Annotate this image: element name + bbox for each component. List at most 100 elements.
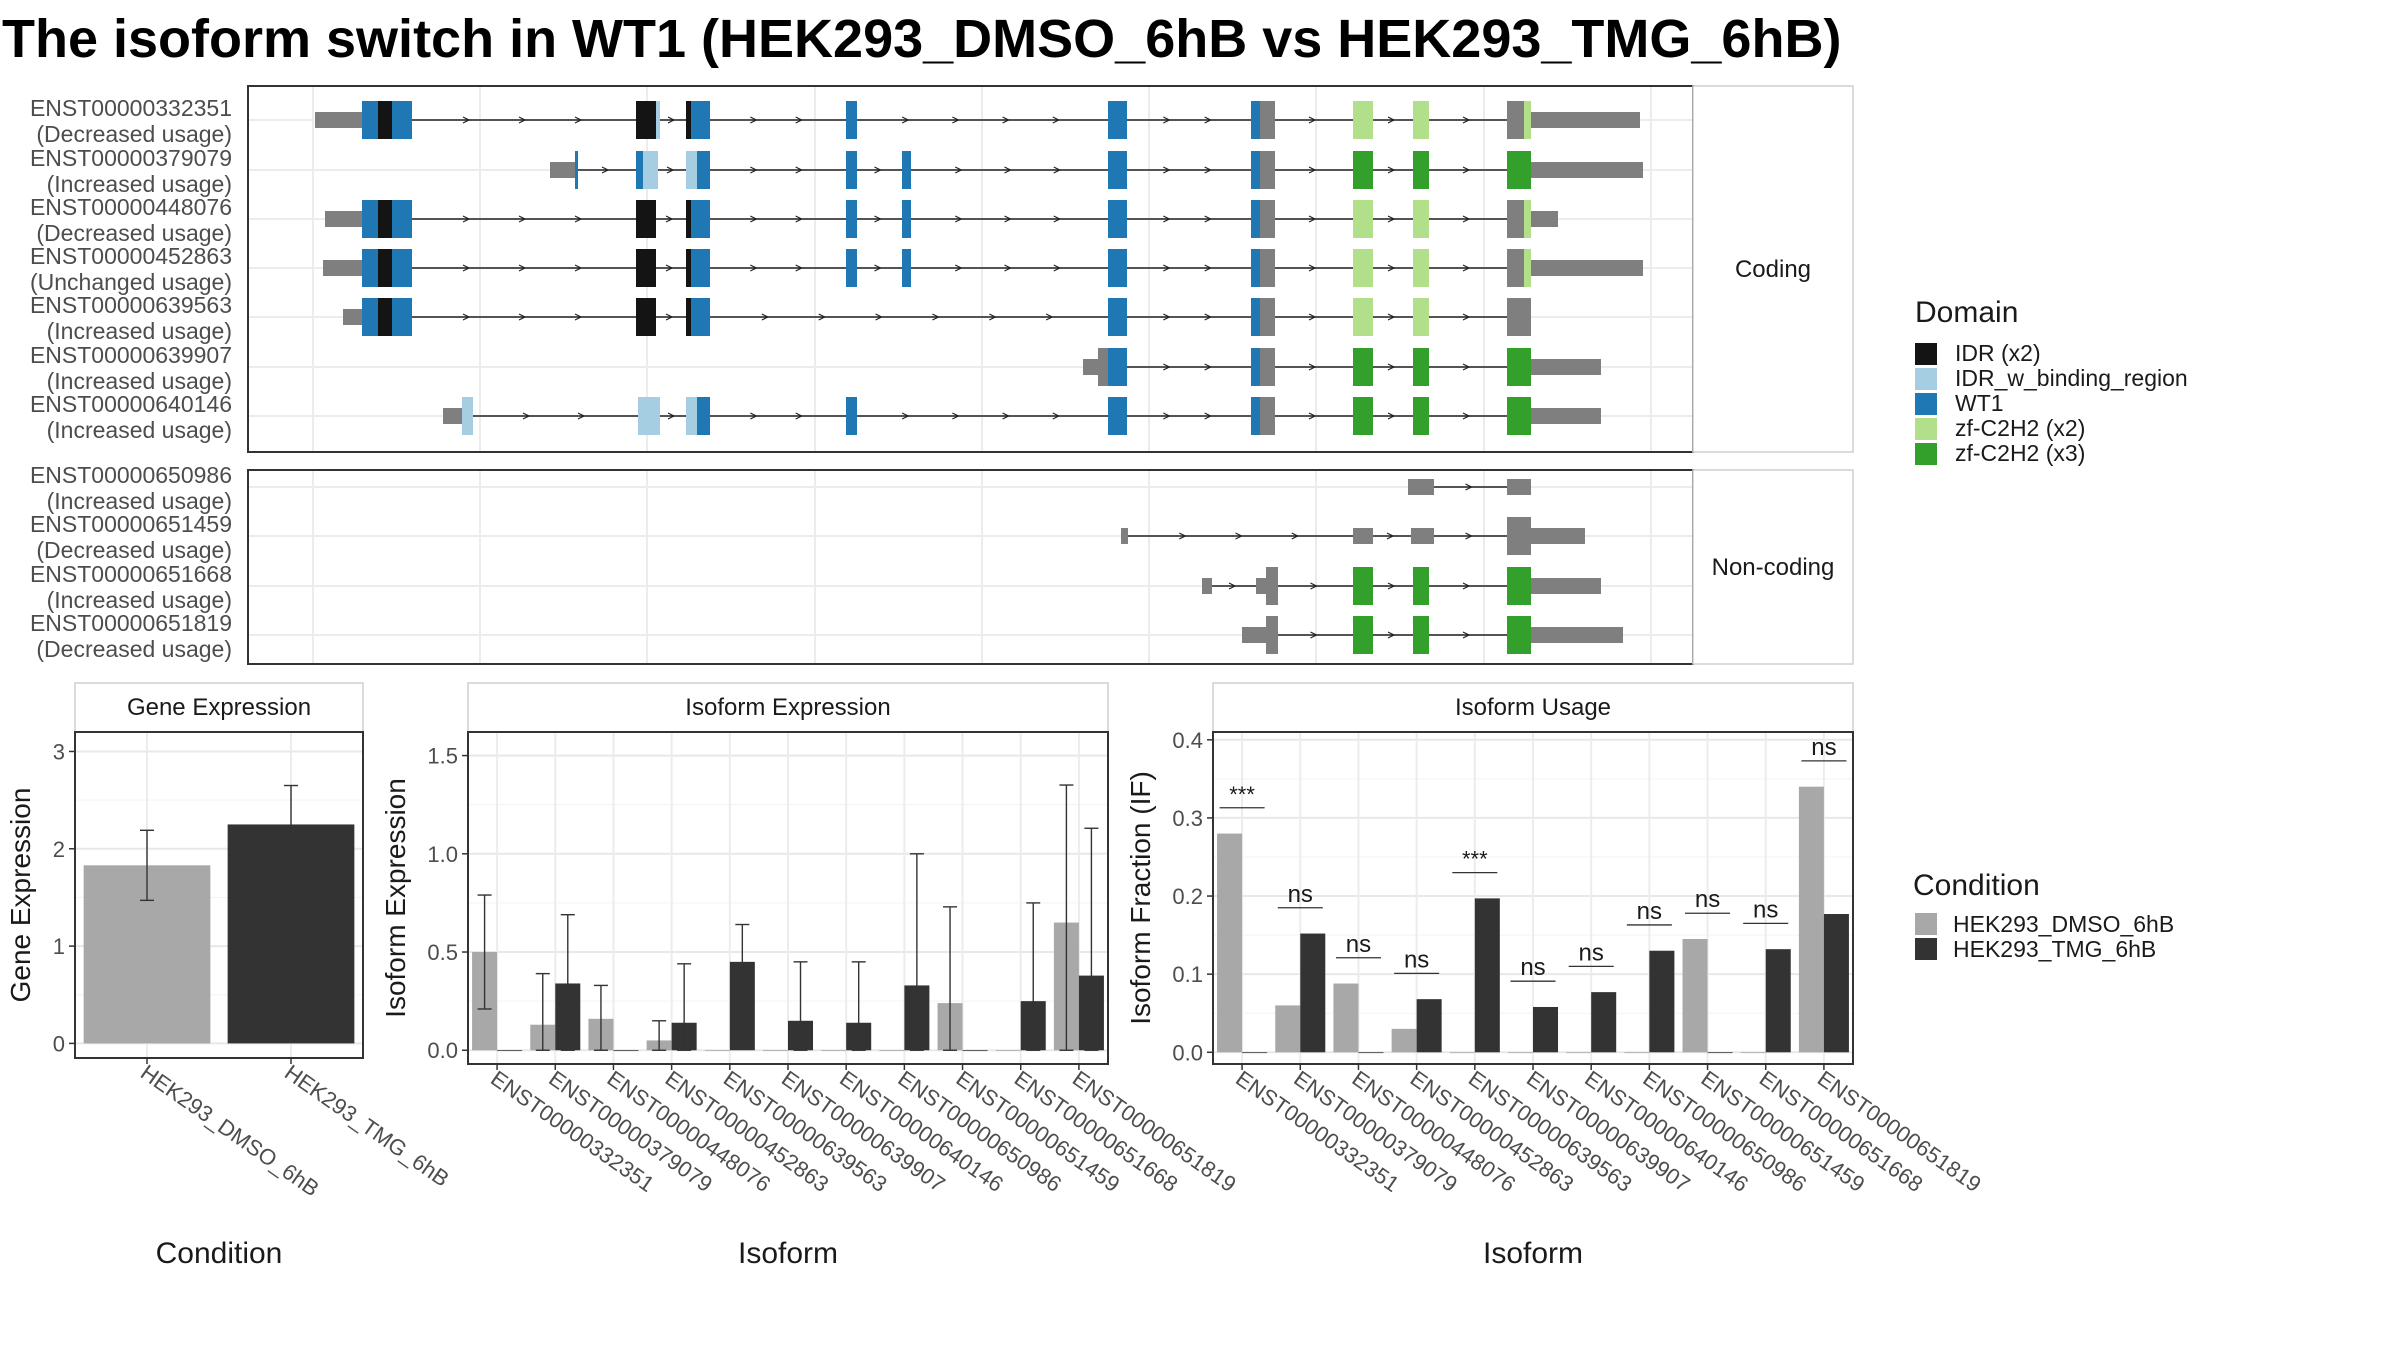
significance-label: ns [1695,886,1720,913]
bar [1765,949,1791,1053]
y-tick-label: 0.0 [1172,1040,1203,1065]
intron-arrow [1308,264,1317,272]
intron-arrow [1204,116,1213,124]
intron-arrow [1462,582,1471,590]
panel-strip [467,682,1109,733]
domain-legend-key [1915,443,1937,465]
bar [821,1050,847,1052]
noncoding-transcript-id: ENST00000650986 [30,462,232,488]
intron-arrow [574,215,583,223]
cds-block [1108,151,1127,189]
intron-arrow [750,215,758,223]
intron-arrow [1004,166,1012,174]
significance-label: ns [1579,939,1604,966]
intron-arrow [1163,412,1171,420]
significance-label: ns [1520,954,1545,981]
y-axis-title: Isoform Fraction (IF) [1125,771,1156,1025]
bar [1682,939,1708,1053]
intron-arrow [667,412,676,420]
cds-block [1251,249,1260,287]
intron-arrow [1462,166,1471,174]
noncoding-usage-label: (Decreased usage) [36,636,232,662]
utr-block [1507,479,1531,495]
intron-arrow [875,313,883,321]
cds-block [691,249,710,287]
cds-block [846,101,857,139]
intron-arrow [666,166,675,174]
domain-legend-key [1915,418,1937,440]
cds-block [636,200,656,238]
intron-arrow [1204,264,1213,272]
utr-block [1353,528,1373,544]
bar [1391,1028,1417,1053]
bar [1740,1052,1766,1054]
intron-arrow [574,313,583,321]
intron-arrow [665,264,674,272]
intron-arrow [1053,215,1062,223]
intron-arrow [750,116,758,124]
x-axis-title: Isoform [738,1237,838,1270]
bar [1449,1052,1475,1054]
coding-usage-label: (Increased usage) [47,417,232,443]
bar [1358,1052,1384,1054]
intron-arrow [1291,532,1300,540]
intron-arrow [1387,363,1396,371]
intron-arrow [750,412,758,420]
cds-block [691,101,710,139]
intron-arrow [1462,631,1471,639]
cds-block [1507,151,1531,189]
cds-block [686,101,691,139]
bar [613,1050,639,1052]
cds-block [1413,101,1429,139]
plot-frame [74,731,364,1059]
cds-block [902,200,911,238]
cds-block [643,151,658,189]
panel-strip [1212,682,1854,733]
cds-block [691,298,710,336]
bar [1333,983,1359,1053]
coding-transcript-id: ENST00000379079 [30,145,232,171]
cds-block [1353,348,1373,386]
utr-block [1531,211,1558,227]
panel-title: Isoform Expression [685,694,890,721]
intron-arrow [1163,215,1171,223]
significance-label: ns [1404,946,1429,973]
bar [497,1050,523,1052]
coding-transcript-id: ENST00000448076 [30,194,232,220]
bar [1533,1006,1559,1053]
coding-transcript-id: ENST00000452863 [30,243,232,269]
domain-legend-label: zf-C2H2 (x2) [1955,415,2085,441]
cds-block [697,151,710,189]
cds-block [636,151,643,189]
cds-block [1353,397,1373,435]
intron-arrow [522,412,531,420]
intron-arrow [874,264,882,272]
cds-block [1524,249,1531,287]
intron-arrow [989,313,997,321]
intron-arrow [1235,532,1243,540]
cds-block [378,101,392,139]
cds-block [656,101,660,139]
cds-block [686,151,697,189]
intron-arrow [901,116,910,124]
intron-arrow [1163,363,1171,371]
bar [1300,933,1326,1053]
cds-block [1524,101,1531,139]
intron-arrow [574,264,583,272]
cds-block [1108,200,1127,238]
intron-arrow [1462,363,1471,371]
noncoding-transcript-id: ENST00000651668 [30,561,232,587]
y-tick-label: 1.0 [427,842,458,867]
intron-arrow [518,215,527,223]
utr-block [1531,359,1601,375]
intron-arrow [1053,264,1062,272]
y-tick-label: 0 [53,1031,65,1056]
intron-arrow [1387,215,1396,223]
utr-block [1531,578,1601,594]
domain-legend-key [1915,343,1937,365]
cds-block [846,151,857,189]
coding-strip [1692,85,1854,453]
intron-arrow [518,264,527,272]
intron-arrow [761,313,770,321]
utr-block [1408,479,1434,495]
